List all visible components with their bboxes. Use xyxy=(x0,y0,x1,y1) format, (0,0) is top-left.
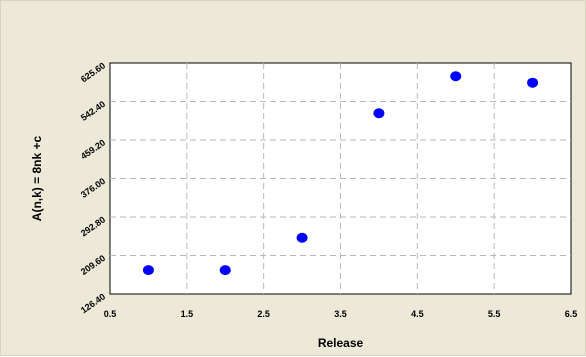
y-tick-label: 542.40 xyxy=(79,99,107,123)
x-axis-label: Release xyxy=(318,336,364,350)
data-point xyxy=(142,265,154,276)
x-tick-label: 1.5 xyxy=(181,309,194,319)
y-axis-label: A(n,k) = 8nk +c xyxy=(30,135,44,221)
data-point xyxy=(219,265,231,276)
grid-lines xyxy=(110,63,571,294)
y-tick-labels: 126.40209.60292.80376.00459.20542.40625.… xyxy=(79,60,107,315)
y-tick-label: 292.80 xyxy=(79,214,107,238)
x-tick-label: 5.5 xyxy=(488,309,501,319)
y-tick-label: 209.60 xyxy=(79,253,107,277)
x-tick-label: 6.5 xyxy=(565,309,578,319)
data-point xyxy=(450,71,462,82)
data-point xyxy=(296,232,308,243)
x-tick-label: 0.5 xyxy=(104,309,117,319)
x-tick-label: 2.5 xyxy=(257,309,270,319)
y-tick-label: 459.20 xyxy=(79,137,107,161)
x-tick-labels: 0.5 1.5 2.5 3.5 4.5 5.5 6.5 xyxy=(104,309,578,319)
y-tick-label: 625.60 xyxy=(79,60,107,84)
x-tick-label: 4.5 xyxy=(411,309,424,319)
data-point xyxy=(527,77,539,88)
y-tick-label: 376.00 xyxy=(79,176,107,200)
data-point xyxy=(373,108,385,119)
x-tick-label: 3.5 xyxy=(334,309,347,319)
data-points xyxy=(142,71,539,276)
